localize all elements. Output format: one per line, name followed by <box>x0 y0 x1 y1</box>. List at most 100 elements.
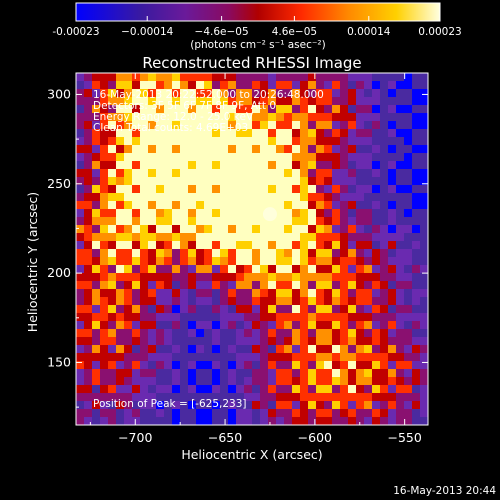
heatmap-cell <box>156 273 164 281</box>
heatmap-cell <box>364 361 372 369</box>
heatmap-cell <box>276 289 284 297</box>
heatmap-cell <box>100 185 108 193</box>
heatmap-cell <box>244 185 252 193</box>
heatmap-cell <box>284 249 292 257</box>
heatmap-cell <box>132 353 140 361</box>
heatmap-cell <box>252 289 260 297</box>
heatmap-cell <box>396 201 404 209</box>
heatmap-cell <box>164 153 172 161</box>
heatmap-cell <box>332 353 340 361</box>
heatmap-cell <box>140 305 148 313</box>
heatmap-cell <box>396 353 404 361</box>
heatmap-cell <box>116 145 124 153</box>
heatmap-cell <box>404 417 412 425</box>
heatmap-cell <box>132 201 140 209</box>
heatmap-cell <box>228 145 236 153</box>
heatmap-cell <box>404 217 412 225</box>
heatmap-cell <box>356 97 364 105</box>
heatmap-cell <box>76 265 84 273</box>
heatmap-cell <box>140 297 148 305</box>
heatmap-cell <box>372 121 380 129</box>
annotation-time-range: 16-May-2013 20:22:52.000 to 20:26:48.000 <box>93 89 324 101</box>
heatmap-cell <box>180 209 188 217</box>
heatmap-cell <box>388 113 396 121</box>
heatmap-cell <box>228 241 236 249</box>
heatmap-cell <box>172 201 180 209</box>
heatmap-cell <box>324 353 332 361</box>
heatmap-cell <box>348 321 356 329</box>
heatmap-cell <box>412 97 420 105</box>
heatmap-cell <box>116 257 124 265</box>
colorbar <box>76 3 440 21</box>
heatmap-cell <box>76 105 84 113</box>
heatmap-cell <box>412 257 420 265</box>
heatmap-cell <box>332 401 340 409</box>
heatmap-cell <box>292 329 300 337</box>
heatmap-cell <box>372 361 380 369</box>
heatmap-cell <box>132 289 140 297</box>
heatmap-cell <box>380 73 388 81</box>
heatmap-cell <box>260 145 268 153</box>
heatmap-cell <box>348 153 356 161</box>
heatmap-cell <box>236 377 244 385</box>
heatmap-cell <box>380 201 388 209</box>
heatmap-cell <box>404 289 412 297</box>
heatmap-cell <box>332 121 340 129</box>
heatmap-cell <box>84 129 92 137</box>
heatmap-cell <box>284 321 292 329</box>
heatmap-cell <box>156 409 164 417</box>
heatmap-cell <box>172 393 180 401</box>
heatmap-cell <box>284 233 292 241</box>
heatmap-cell <box>140 401 148 409</box>
heatmap-cell <box>116 201 124 209</box>
heatmap-cell <box>92 169 100 177</box>
heatmap-cell <box>364 273 372 281</box>
heatmap-cell <box>92 209 100 217</box>
heatmap-cell <box>84 177 92 185</box>
heatmap-cell <box>236 137 244 145</box>
heatmap-cell <box>196 209 204 217</box>
heatmap-cell <box>356 377 364 385</box>
heatmap-cell <box>252 393 260 401</box>
heatmap-cell <box>396 281 404 289</box>
heatmap-cell <box>372 241 380 249</box>
heatmap-cell <box>260 289 268 297</box>
heatmap-cell <box>252 193 260 201</box>
heatmap-cell <box>308 289 316 297</box>
heatmap-cell <box>292 217 300 225</box>
heatmap-cell <box>332 369 340 377</box>
heatmap-cell <box>76 89 84 97</box>
heatmap-cell <box>276 73 284 81</box>
heatmap-cell <box>100 177 108 185</box>
heatmap-cell <box>156 265 164 273</box>
heatmap-cell <box>100 201 108 209</box>
heatmap-cell <box>84 145 92 153</box>
heatmap-cell <box>116 153 124 161</box>
heatmap-cell <box>196 105 204 113</box>
heatmap-cell <box>204 89 212 97</box>
heatmap-cell <box>388 137 396 145</box>
heatmap-cell <box>132 305 140 313</box>
heatmap-cell <box>108 193 116 201</box>
heatmap-cell <box>204 369 212 377</box>
heatmap-cell <box>100 249 108 257</box>
heatmap-cell <box>188 129 196 137</box>
heatmap-cell <box>268 233 276 241</box>
heatmap-cell <box>84 409 92 417</box>
heatmap-cell <box>164 121 172 129</box>
heatmap-cell <box>156 105 164 113</box>
heatmap-cell <box>212 225 220 233</box>
heatmap-cell <box>124 337 132 345</box>
heatmap-cell <box>300 409 308 417</box>
heatmap-cell <box>292 145 300 153</box>
heatmap-cell <box>100 321 108 329</box>
heatmap-cell <box>388 289 396 297</box>
heatmap-cell <box>236 249 244 257</box>
heatmap-cell <box>116 185 124 193</box>
heatmap-cell <box>396 121 404 129</box>
heatmap-cell <box>244 321 252 329</box>
heatmap-cell <box>108 265 116 273</box>
heatmap-cell <box>236 153 244 161</box>
heatmap-cell <box>212 105 220 113</box>
